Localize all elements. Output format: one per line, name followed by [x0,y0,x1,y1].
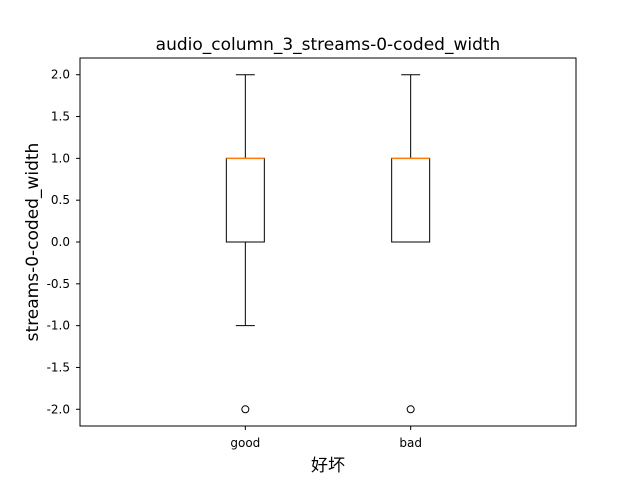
y-tick-label: 0.5 [51,193,70,207]
outlier-point [406,405,415,414]
y-tick-label: -2.0 [47,402,70,416]
plot-frame [79,57,577,427]
y-tick-label: -0.5 [47,277,70,291]
box-group [225,74,431,414]
x-axis-label: 好坏 [311,456,345,476]
iqr-box [391,157,431,243]
x-axis: good bad [230,426,422,450]
box-bad [391,74,431,414]
y-axis: 2.0 1.5 1.0 0.5 0.0 -0.5 -1.0 -1.5 -2.0 [47,68,80,416]
x-tick-label: bad [399,436,422,450]
y-tick-label: -1.5 [47,360,70,374]
x-tick-label: good [230,436,260,450]
y-tick-label: 2.0 [51,68,70,82]
iqr-box [225,157,265,243]
box-good [225,74,265,414]
y-tick-label: -1.0 [47,319,70,333]
y-axis-label: streams-0-coded_width [23,143,43,342]
y-tick-label: 1.0 [51,151,70,165]
outlier-point [241,405,250,414]
y-tick-label: 1.5 [51,110,70,124]
chart-title: audio_column_3_streams-0-coded_width [156,35,501,55]
y-tick-label: 0.0 [51,235,70,249]
